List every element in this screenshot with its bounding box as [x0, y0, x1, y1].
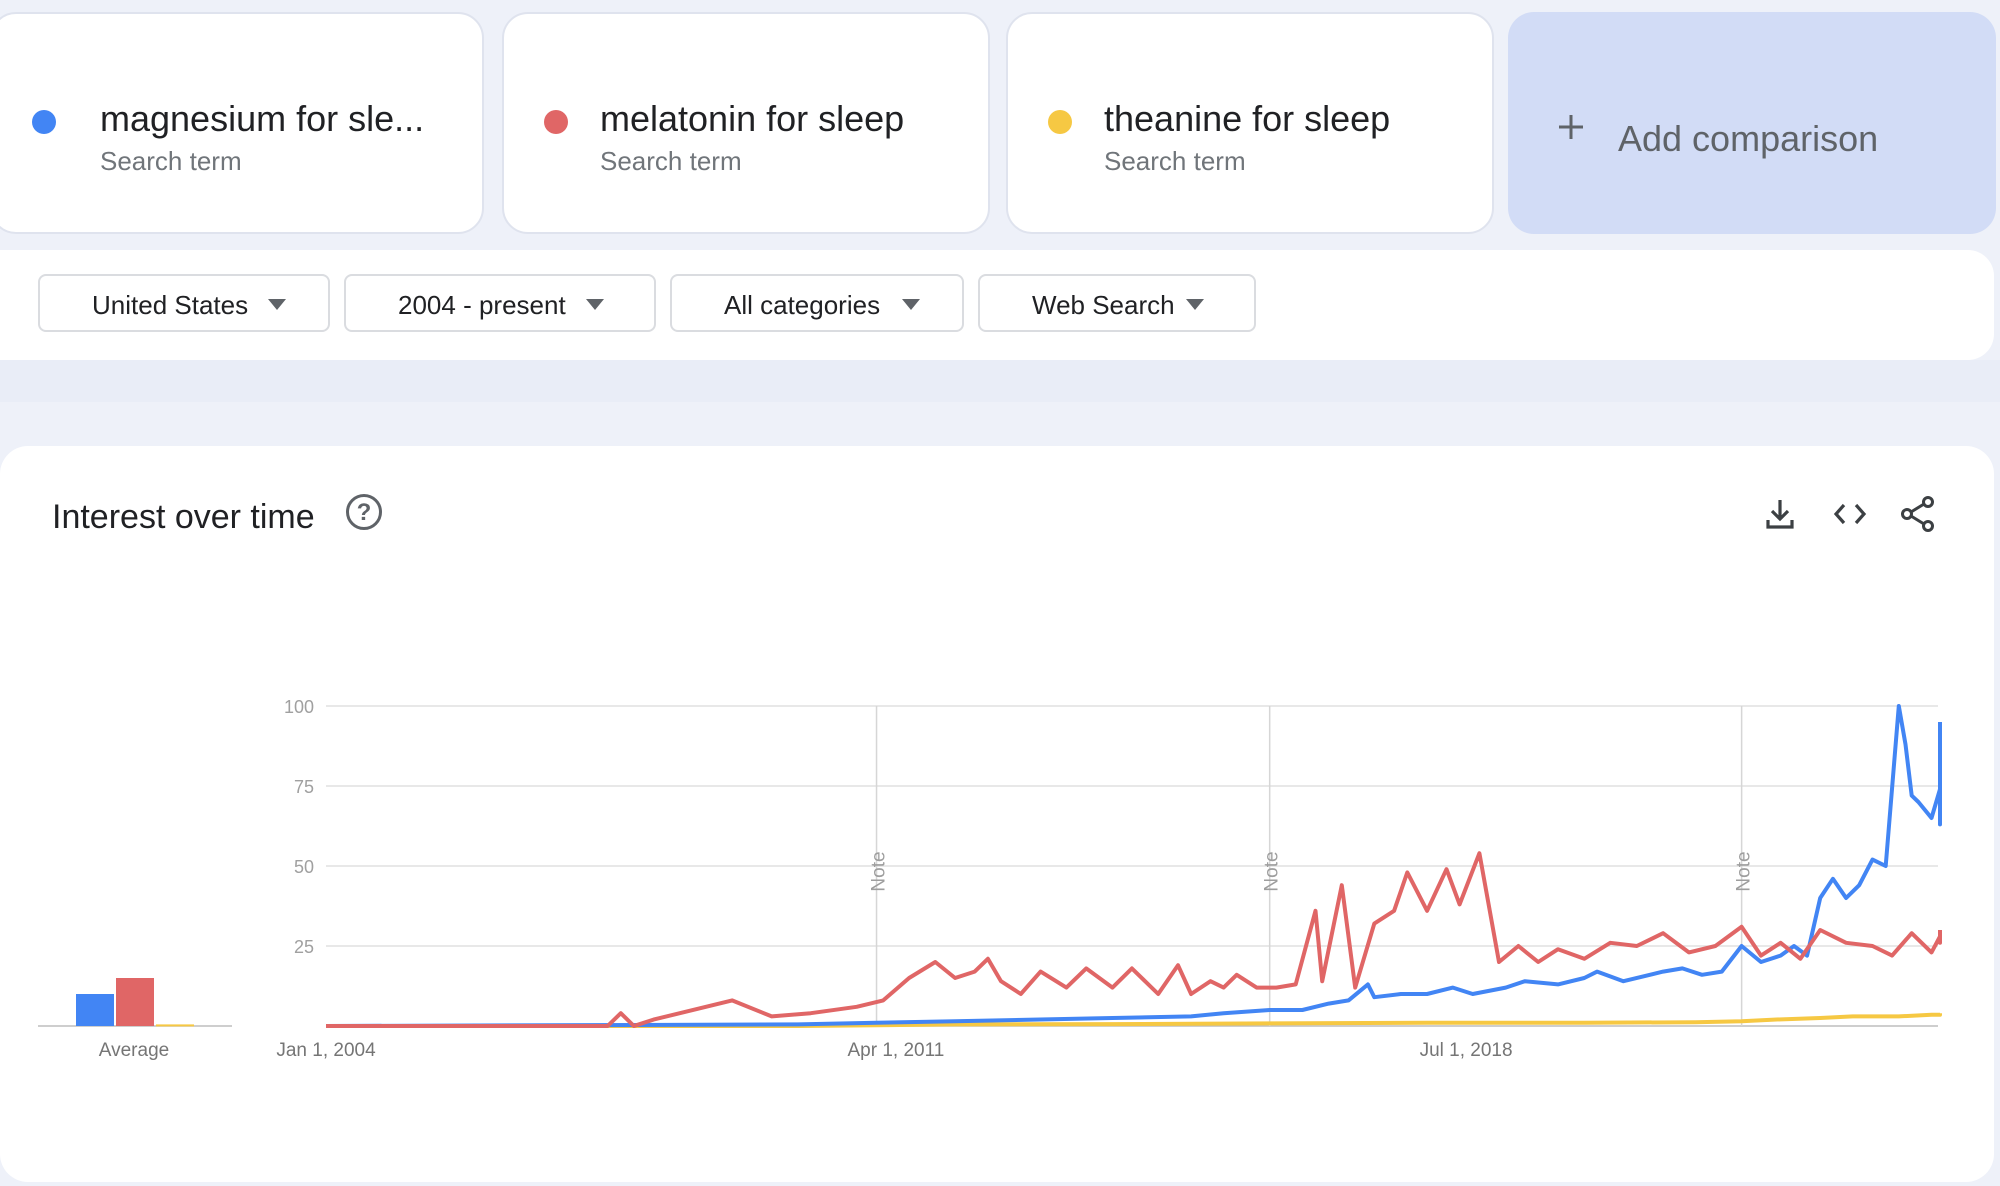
interest-over-time-chart: 25 50 75 100 Note Note Note Jan 1, 2004 Apr 1, 2… — [38, 697, 1942, 1061]
y-tick-label: 25 — [294, 937, 314, 957]
category-dropdown[interactable]: All categories — [670, 274, 964, 332]
series-color-dot — [1048, 110, 1072, 134]
search-type-dropdown-label: Web Search — [1032, 290, 1175, 320]
time-range-dropdown[interactable]: 2004 - present — [344, 274, 656, 332]
search-term-card-theanine[interactable]: theanine for sleep Search term — [1006, 12, 1494, 234]
panel-title: Interest over time — [52, 498, 315, 536]
search-term-card-melatonin[interactable]: melatonin for sleep Search term — [502, 12, 990, 234]
x-tick-label: Jul 1, 2018 — [1420, 1040, 1513, 1061]
note-label: Note — [869, 851, 890, 891]
y-tick-label: 75 — [294, 777, 314, 797]
add-comparison-button[interactable]: Add comparison — [1508, 12, 1996, 234]
note-label: Note — [1262, 851, 1283, 891]
y-tick-label: 100 — [284, 697, 314, 717]
average-bar — [156, 1024, 194, 1027]
time-range-dropdown-label: 2004 - present — [398, 290, 566, 320]
category-dropdown-label: All categories — [724, 290, 881, 320]
search-term-subtitle: Search term — [1104, 146, 1246, 176]
series-line — [326, 851, 1942, 1028]
caret-down-icon — [902, 299, 920, 310]
series-color-dot — [544, 110, 568, 134]
plus-icon — [1559, 115, 1583, 139]
region-dropdown-label: United States — [92, 290, 249, 320]
interest-over-time-panel: Interest over time ? 25 50 75 100 Note Note No… — [0, 446, 1994, 1182]
average-label: Average — [99, 1040, 169, 1061]
search-term-name: theanine for sleep — [1104, 98, 1391, 139]
caret-down-icon — [1186, 299, 1204, 310]
series-line — [326, 1012, 1942, 1028]
search-type-dropdown[interactable]: Web Search — [978, 274, 1256, 332]
share-icon[interactable] — [1898, 494, 1938, 534]
filter-bar: United States 2004 - present All categor… — [0, 250, 1994, 360]
y-tick-label: 50 — [294, 857, 314, 877]
search-term-card-magnesium[interactable]: magnesium for sle... Search term — [0, 12, 484, 234]
section-divider — [0, 360, 2000, 402]
x-tick-label: Jan 1, 2004 — [276, 1040, 376, 1061]
x-tick-label: Apr 1, 2011 — [848, 1040, 945, 1061]
series-color-dot — [32, 110, 56, 134]
average-bar — [116, 978, 154, 1026]
search-term-name: melatonin for sleep — [600, 98, 905, 139]
search-term-name: magnesium for sle... — [100, 98, 425, 139]
note-label: Note — [1734, 851, 1755, 891]
search-term-subtitle: Search term — [100, 146, 242, 176]
average-bar — [76, 994, 114, 1026]
search-term-subtitle: Search term — [600, 146, 742, 176]
caret-down-icon — [268, 299, 286, 310]
add-comparison-label: Add comparison — [1618, 118, 1879, 159]
caret-down-icon — [586, 299, 604, 310]
help-circle-icon[interactable]: ? — [346, 494, 382, 530]
embed-code-icon[interactable] — [1830, 494, 1870, 534]
region-dropdown[interactable]: United States — [38, 274, 330, 332]
download-icon[interactable] — [1760, 494, 1800, 534]
series-line — [325, 704, 1942, 1028]
